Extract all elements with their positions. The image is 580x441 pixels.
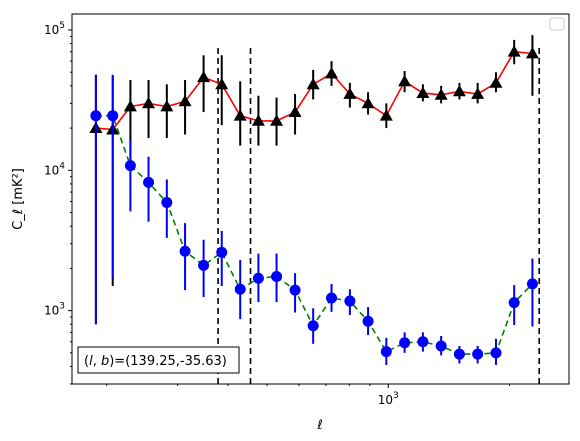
y-tick-label: 103 [44,302,65,318]
annotation-text: (l, b)=(139.25,-35.63) [84,354,227,369]
annotation-l: l [89,354,93,369]
data-point [453,348,465,360]
data-point [325,66,339,79]
data-point [416,86,430,98]
annotation-comma: , [93,354,101,369]
y-tick-label: 105 [44,21,65,37]
annotation-box [77,346,240,374]
data-point [271,271,283,283]
data-point [398,74,412,87]
data-point [252,272,264,284]
x-axis-label: ℓ [316,418,322,433]
series-1 [90,74,538,365]
x-tick-label: 103 [378,391,399,407]
data-point [417,336,429,348]
data-point [361,96,375,109]
data-point [490,347,502,359]
data-point [489,76,503,88]
data-point [306,77,320,90]
series-layer [89,35,539,365]
vertical-marker-lines [217,48,541,384]
data-point [179,245,191,257]
data-point [380,346,392,358]
data-point [107,110,119,122]
series-0 [89,35,539,325]
data-point [160,99,174,112]
plot-area [72,14,569,384]
axes-frame [71,13,570,385]
data-point [143,176,155,188]
data-point [507,45,521,57]
data-point [123,99,137,112]
data-point [233,109,247,121]
data-point [197,70,211,83]
data-point [472,348,484,360]
data-point [508,297,520,309]
y-tick-label: 104 [44,161,65,177]
data-point [525,46,539,59]
data-point [288,105,302,117]
data-point [251,114,265,126]
data-point [399,337,411,349]
data-point [234,283,246,295]
annotation-rest: )=(139.25,-35.63) [109,354,227,369]
data-point [198,259,210,271]
data-point [471,87,485,99]
data-point [344,295,356,307]
data-point [90,110,102,122]
data-point [142,96,156,109]
annotation-open: ( [84,354,89,369]
data-point [379,109,393,121]
data-point [124,160,136,172]
data-point [343,87,357,99]
data-point [178,94,192,107]
data-point [452,84,466,97]
data-point [270,114,284,126]
y-axis-label: C_ℓ [mK²] [11,168,26,230]
data-point [216,246,228,258]
data-point [289,284,301,296]
data-point [435,340,447,352]
data-point [307,320,319,332]
data-point [326,292,338,304]
annotation-b: b [101,354,109,369]
data-point [362,315,374,327]
legend-box [549,17,565,31]
data-point [161,196,173,208]
data-point [526,278,538,290]
data-point [215,77,229,90]
data-point [434,88,448,100]
tick-layer: 103 104 105 103 [44,21,511,407]
